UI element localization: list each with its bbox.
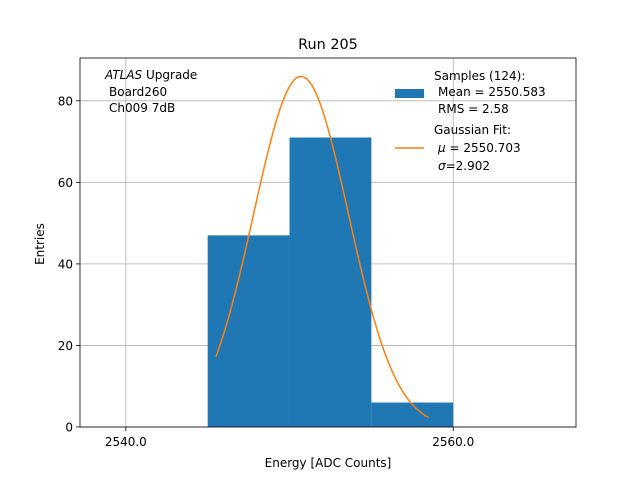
legend-samples-mean: Mean = 2550.583 bbox=[438, 85, 546, 99]
histogram-bars bbox=[207, 137, 454, 427]
y-axis-ticks: 0 20 40 60 80 bbox=[58, 94, 80, 435]
y-tick-label: 40 bbox=[58, 257, 73, 271]
x-axis-label: Energy [ADC Counts] bbox=[265, 456, 392, 470]
y-tick-label: 20 bbox=[58, 339, 73, 353]
y-tick-label: 0 bbox=[65, 421, 73, 435]
legend-fit-sigma: σ=2.902 bbox=[438, 159, 490, 173]
x-tick-label: 2560.0 bbox=[432, 435, 474, 449]
board-label: Board260 bbox=[109, 85, 167, 99]
chart-title: Run 205 bbox=[298, 37, 358, 53]
axes-frame bbox=[79, 57, 577, 428]
x-axis-ticks: 2540.0 2560.0 bbox=[105, 427, 474, 449]
legend-samples-swatch bbox=[395, 89, 424, 98]
x-tick-label: 2540.0 bbox=[105, 435, 147, 449]
legend: Samples (124): Mean = 2550.583 RMS = 2.5… bbox=[395, 69, 546, 173]
histogram-bar bbox=[289, 137, 372, 427]
y-tick-label: 80 bbox=[58, 94, 73, 108]
legend-fit-mu: μ = 2550.703 bbox=[437, 141, 521, 155]
channel-label: Ch009 7dB bbox=[109, 101, 175, 115]
y-axis-label: Entries bbox=[33, 223, 47, 265]
histogram-bar bbox=[371, 402, 454, 427]
legend-samples-title: Samples (124): bbox=[434, 69, 525, 83]
y-tick-label: 60 bbox=[58, 176, 73, 190]
histogram-bar bbox=[207, 235, 290, 427]
legend-fit-title: Gaussian Fit: bbox=[434, 123, 511, 137]
legend-samples-rms: RMS = 2.58 bbox=[438, 102, 509, 116]
atlas-label: ATLAS Upgrade bbox=[104, 68, 197, 82]
gaussian-fit-curve bbox=[215, 75, 430, 419]
